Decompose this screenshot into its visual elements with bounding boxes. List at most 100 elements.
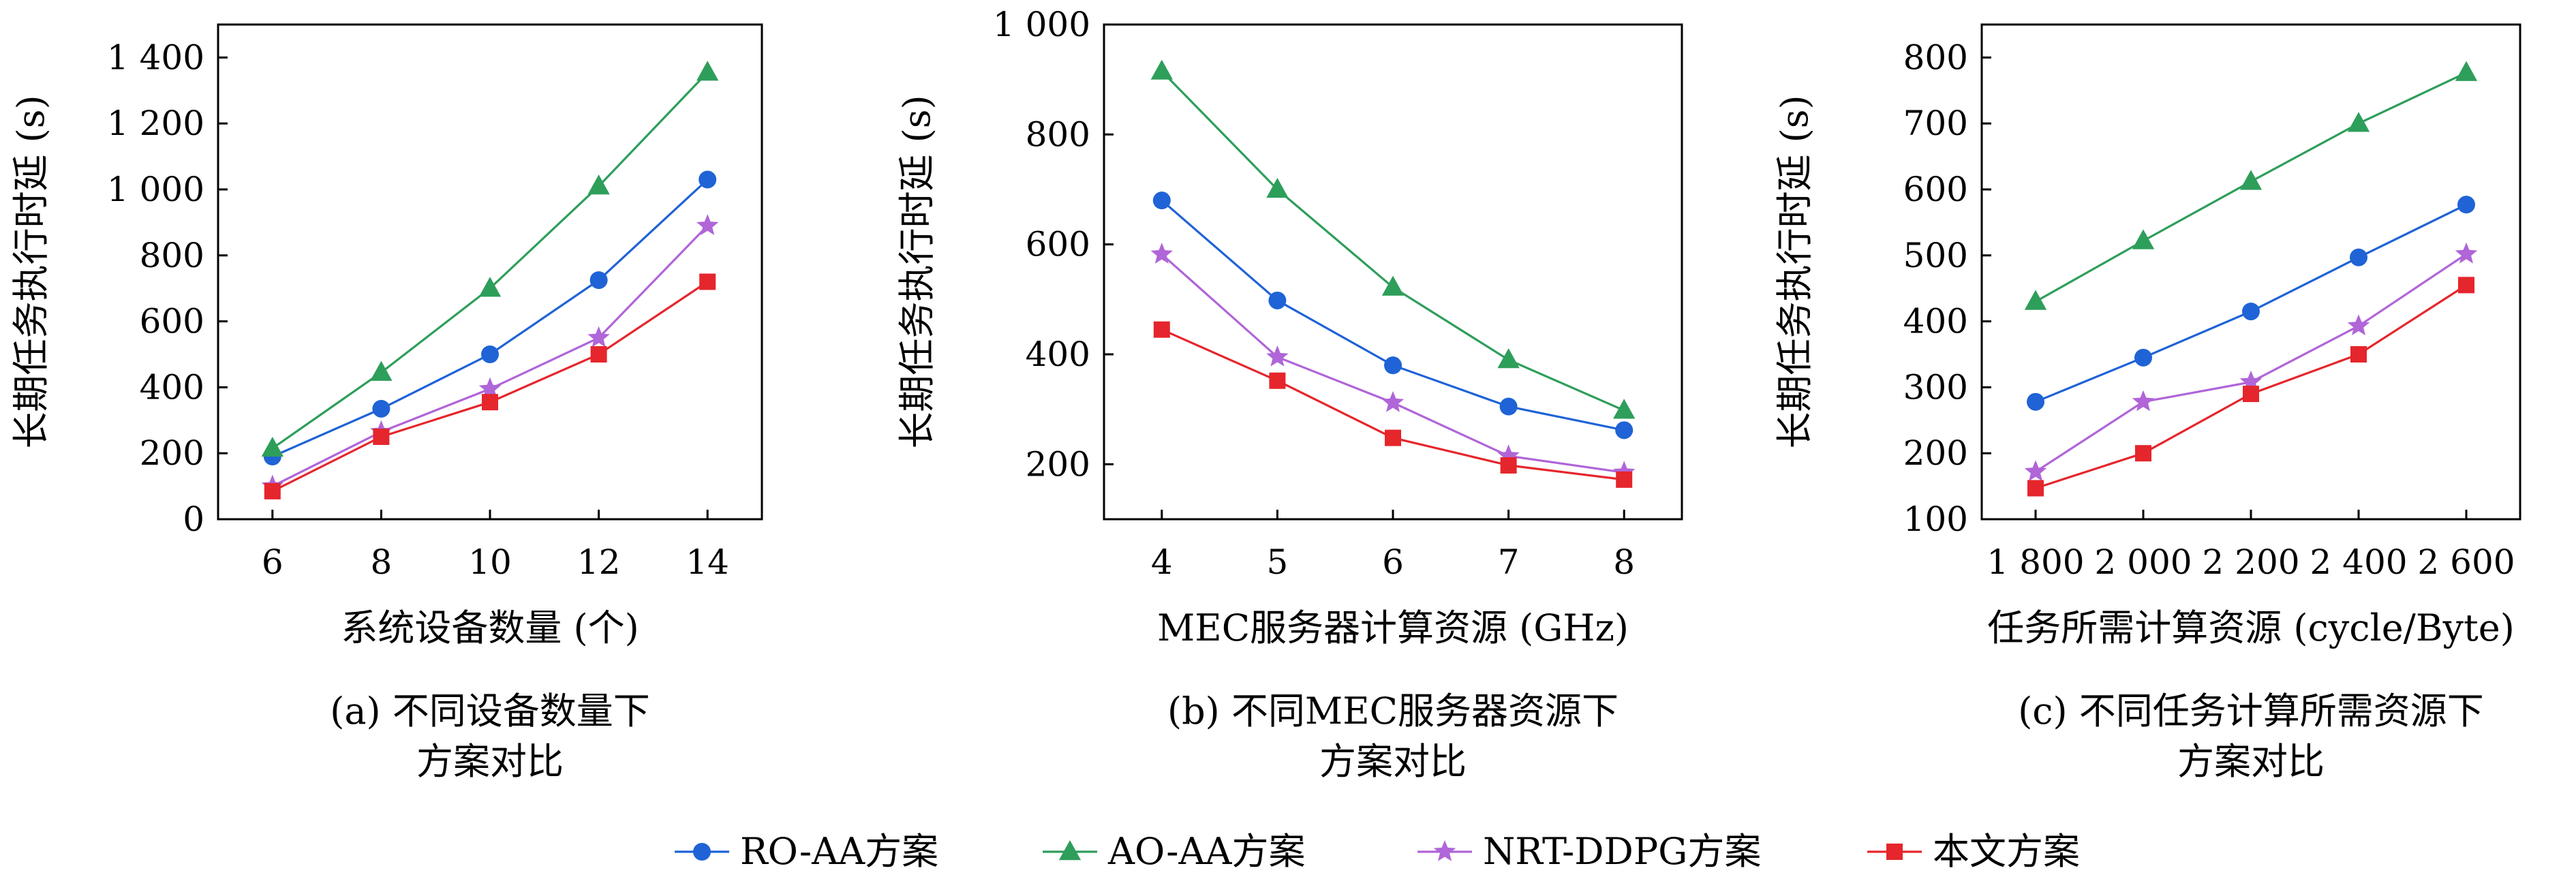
y-tick-label: 1 400 bbox=[107, 37, 204, 77]
y-tick-label: 200 bbox=[140, 433, 204, 473]
data-point bbox=[2455, 242, 2478, 264]
legend: RO-AA方案 AO-AA方案 NRT-DDPG方案 本文方案 bbox=[675, 830, 2080, 873]
data-point bbox=[1385, 429, 1401, 446]
data-point bbox=[264, 482, 281, 499]
data-point bbox=[2239, 170, 2263, 190]
data-point bbox=[2135, 445, 2151, 462]
x-axis-title: 系统设备数量 (个) bbox=[341, 606, 639, 649]
data-point bbox=[2024, 290, 2047, 310]
data-point bbox=[2024, 460, 2047, 482]
caption-line-1: (c) 不同任务计算所需资源下 bbox=[2018, 690, 2484, 732]
x-tick-label: 1 800 bbox=[1987, 542, 2084, 582]
legend-label: AO-AA方案 bbox=[1107, 830, 1306, 873]
data-point bbox=[2132, 390, 2155, 412]
y-tick-label: 200 bbox=[1903, 433, 1968, 473]
data-point bbox=[1153, 321, 1170, 338]
legend-label: 本文方案 bbox=[1933, 830, 2080, 873]
y-tick-label: 1 000 bbox=[107, 170, 204, 209]
data-point bbox=[2239, 370, 2263, 392]
data-point bbox=[1152, 191, 1171, 210]
data-point bbox=[2027, 392, 2044, 411]
x-tick-label: 5 bbox=[1266, 542, 1288, 582]
x-tick-label: 7 bbox=[1498, 542, 1520, 582]
legend-label: RO-AA方案 bbox=[740, 830, 938, 873]
data-point bbox=[478, 377, 502, 399]
data-point bbox=[261, 436, 283, 457]
data-point bbox=[478, 277, 502, 297]
x-tick-label: 6 bbox=[262, 542, 283, 582]
x-tick-label: 2 400 bbox=[2310, 542, 2407, 582]
y-axis-title: 长期任务执行时延 (s) bbox=[895, 95, 938, 448]
x-tick-label: 2 600 bbox=[2417, 542, 2515, 582]
data-point bbox=[696, 61, 719, 81]
chart-c: 100 200 300 400 500 600 700 800 1 800 2 000 2 200 2… bbox=[1773, 23, 2521, 783]
y-axis-title: 长期任务执行时延 (s) bbox=[10, 95, 52, 448]
data-point bbox=[1381, 391, 1405, 412]
caption-line-1: (a) 不同设备数量下 bbox=[330, 690, 650, 732]
data-point bbox=[373, 429, 390, 445]
caption-line-2: 方案对比 bbox=[2177, 740, 2325, 783]
x-tick-label: 8 bbox=[1613, 542, 1635, 582]
y-tick-label: 800 bbox=[140, 236, 204, 275]
data-point bbox=[2027, 480, 2044, 497]
caption-line-1: (b) 不同MEC服务器资源下 bbox=[1167, 690, 1619, 732]
y-tick-label: 600 bbox=[140, 302, 204, 341]
data-point bbox=[2350, 346, 2367, 363]
legend-item: 本文方案 bbox=[1867, 830, 2080, 873]
data-point bbox=[370, 360, 393, 381]
series-line bbox=[272, 179, 709, 458]
data-point bbox=[1499, 397, 1518, 416]
legend-marker bbox=[1058, 840, 1082, 861]
data-point bbox=[699, 170, 717, 189]
legend-item: NRT-DDPG方案 bbox=[1417, 830, 1761, 873]
chart-a: 0 200 400 600 800 1 000 1 200 1 400 6 8 10 12 14 长期任务… bbox=[10, 23, 763, 783]
data-point bbox=[590, 346, 607, 363]
y-tick-label: 1 200 bbox=[107, 104, 204, 143]
data-point bbox=[2457, 196, 2475, 214]
data-point bbox=[1269, 372, 1286, 389]
y-tick-label: 600 bbox=[1026, 225, 1090, 264]
x-tick-label: 12 bbox=[577, 542, 621, 582]
legend-item: AO-AA方案 bbox=[1043, 830, 1306, 873]
x-axis-title: MEC服务器计算资源 (GHz) bbox=[1157, 606, 1629, 649]
data-point bbox=[1150, 243, 1173, 264]
x-tick-label: 8 bbox=[370, 542, 392, 582]
y-tick-label: 400 bbox=[140, 367, 204, 407]
data-point bbox=[2134, 348, 2152, 367]
x-tick-label: 6 bbox=[1382, 542, 1404, 582]
y-tick-label: 100 bbox=[1903, 499, 1968, 539]
data-point bbox=[1150, 59, 1173, 80]
data-point bbox=[1616, 471, 1633, 488]
data-point bbox=[1384, 356, 1402, 375]
data-point bbox=[2347, 314, 2370, 336]
legend-marker bbox=[1433, 840, 1456, 861]
series-line bbox=[2035, 253, 2467, 473]
y-tick-label: 800 bbox=[1903, 37, 1968, 77]
x-tick-label: 4 bbox=[1151, 542, 1173, 582]
data-point bbox=[699, 273, 716, 290]
data-point bbox=[1266, 178, 1289, 198]
data-point bbox=[2458, 277, 2474, 294]
data-point bbox=[589, 271, 608, 290]
y-tick-label: 500 bbox=[1903, 236, 1968, 275]
y-tick-label: 200 bbox=[1026, 444, 1090, 484]
data-point bbox=[1381, 275, 1405, 296]
data-point bbox=[1615, 421, 1634, 440]
data-point bbox=[1266, 345, 1289, 367]
data-point bbox=[2350, 248, 2367, 266]
data-point bbox=[2243, 386, 2259, 403]
data-point bbox=[2455, 61, 2478, 81]
y-tick-label: 700 bbox=[1903, 104, 1968, 143]
data-point bbox=[2242, 303, 2260, 321]
data-point bbox=[696, 214, 719, 235]
y-tick-label: 600 bbox=[1903, 170, 1968, 209]
data-point bbox=[1500, 457, 1517, 474]
legend-marker bbox=[693, 843, 711, 861]
data-point bbox=[372, 399, 390, 418]
legend-marker bbox=[1886, 844, 1903, 860]
x-tick-label: 14 bbox=[686, 542, 729, 582]
data-point bbox=[1268, 291, 1287, 309]
y-tick-label: 0 bbox=[183, 499, 204, 539]
y-tick-label: 400 bbox=[1903, 302, 1968, 341]
